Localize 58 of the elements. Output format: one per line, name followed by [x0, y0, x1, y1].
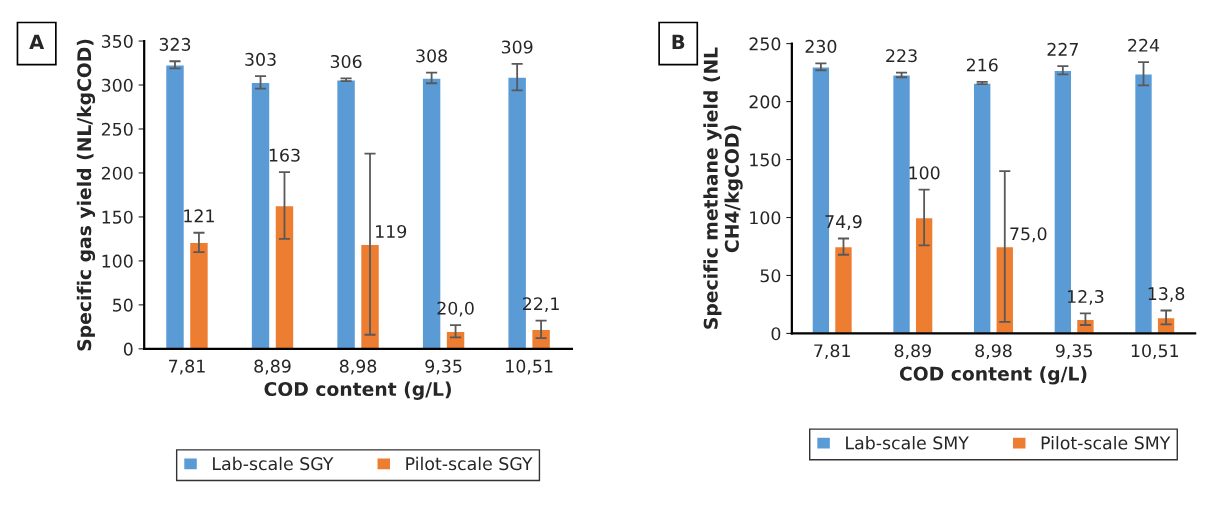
- y-axis-title: Specific methane yield (NL CH4/kgCOD): [703, 47, 743, 329]
- legend-label: Pilot-scale SMY: [1041, 436, 1171, 450]
- x-tick-label: 8,98: [975, 344, 1012, 360]
- y-tick-label: 300: [101, 78, 133, 92]
- data-label: 230: [805, 39, 837, 54]
- legend-label: Lab-scale SMY: [846, 436, 969, 450]
- data-label: 323: [159, 37, 191, 51]
- y-tick-label: 100: [102, 254, 133, 268]
- bar: [274, 204, 295, 349]
- y-axis-title: Specific gas yield (NL/kgCOD): [76, 39, 96, 351]
- y-tick-label: 200: [101, 166, 133, 180]
- x-tick-label: 8,98: [339, 359, 377, 375]
- x-tick-label: 7,81: [814, 344, 850, 360]
- bar: [445, 330, 466, 349]
- bar: [188, 241, 210, 349]
- data-label: 224: [1128, 38, 1160, 52]
- y-tick-label: 150: [750, 153, 781, 167]
- data-label: 223: [886, 49, 917, 63]
- legend-label: Pilot-scale SGY: [406, 456, 533, 471]
- data-label: 303: [245, 52, 276, 66]
- y-tick-label: 100: [750, 211, 781, 225]
- text: B: [672, 34, 685, 49]
- x-tick-label: 10,51: [1131, 344, 1179, 360]
- data-label: 308: [416, 49, 447, 63]
- x-tick-label: 8,89: [254, 359, 291, 375]
- bar: [164, 64, 186, 349]
- data-label: 309: [501, 40, 533, 54]
- bar: [914, 216, 934, 334]
- x-axis-title: COD content (g/L): [899, 366, 1087, 385]
- data-label: 100: [909, 166, 940, 180]
- data-label: 163: [269, 148, 300, 162]
- y-tick-label: 350: [101, 34, 133, 48]
- x-axis-title: COD content (g/L): [264, 381, 451, 400]
- y-tick-label: 50: [760, 269, 781, 283]
- data-label: 227: [1047, 42, 1078, 56]
- x-tick-label: 9,35: [1055, 344, 1092, 360]
- data-label: 216: [966, 58, 998, 72]
- data-label: 75,0: [1010, 227, 1047, 243]
- text: A: [29, 34, 45, 49]
- bar: [833, 245, 854, 334]
- x-tick-label: 9,35: [425, 359, 462, 375]
- bar: [972, 82, 992, 334]
- data-label: 306: [330, 54, 362, 69]
- y-tick-label: 0: [771, 327, 781, 341]
- y-tick-label: 200: [749, 95, 781, 109]
- y-tick-label: 0: [123, 342, 133, 356]
- data-label: 119: [376, 224, 407, 239]
- x-tick-label: 8,89: [894, 344, 931, 360]
- x-tick-label: 7,81: [169, 359, 205, 375]
- bar: [250, 81, 271, 349]
- x-tick-label: 10,51: [506, 359, 553, 375]
- y-tick-label: 50: [113, 298, 133, 312]
- y-tick-label: 150: [102, 210, 133, 224]
- legend-label: Lab-scale SGY: [213, 456, 334, 471]
- bar: [335, 79, 357, 349]
- y-tick-label: 250: [101, 122, 133, 136]
- data-label: 121: [184, 209, 214, 223]
- y-tick-label: 250: [749, 37, 781, 51]
